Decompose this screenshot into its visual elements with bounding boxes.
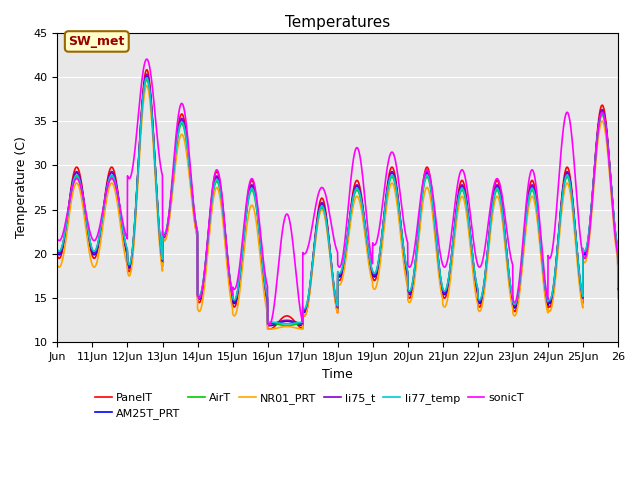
sonicT <box>266 322 273 328</box>
AirT <box>293 321 301 327</box>
NR01_PRT <box>118 229 125 235</box>
PanelT <box>143 67 150 72</box>
AirT <box>283 323 291 328</box>
li75_t <box>543 296 551 302</box>
li77_temp <box>543 295 551 300</box>
NR01_PRT <box>614 296 622 302</box>
PanelT <box>269 325 276 331</box>
NR01_PRT <box>143 83 150 88</box>
X-axis label: Time: Time <box>323 368 353 381</box>
li77_temp <box>143 75 150 81</box>
sonicT <box>269 312 276 318</box>
li77_temp <box>293 320 301 325</box>
AM25T_PRT <box>269 323 276 328</box>
NR01_PRT <box>604 146 611 152</box>
AirT <box>118 217 125 223</box>
sonicT <box>118 212 125 217</box>
NR01_PRT <box>54 262 61 268</box>
Line: AirT: AirT <box>58 80 618 325</box>
AM25T_PRT <box>604 136 611 142</box>
AirT <box>543 296 551 301</box>
AM25T_PRT <box>293 321 301 327</box>
li77_temp <box>604 137 611 143</box>
AirT <box>143 77 150 83</box>
NR01_PRT <box>293 325 301 331</box>
PanelT <box>266 326 273 332</box>
AM25T_PRT <box>543 298 551 304</box>
AirT <box>269 320 276 326</box>
AirT <box>614 286 622 291</box>
NR01_PRT <box>269 326 276 332</box>
sonicT <box>604 138 611 144</box>
PanelT <box>543 301 551 307</box>
AM25T_PRT <box>118 217 125 223</box>
li75_t <box>118 216 125 221</box>
Line: AM25T_PRT: AM25T_PRT <box>58 75 618 325</box>
Title: Temperatures: Temperatures <box>285 15 390 30</box>
sonicT <box>614 261 622 266</box>
Line: PanelT: PanelT <box>58 70 618 329</box>
Line: li75_t: li75_t <box>58 74 618 324</box>
Line: sonicT: sonicT <box>58 59 618 325</box>
PanelT <box>604 132 611 138</box>
PanelT <box>118 217 125 223</box>
li75_t <box>293 320 301 325</box>
li77_temp <box>269 319 276 325</box>
AM25T_PRT <box>54 250 61 256</box>
AirT <box>604 139 611 144</box>
sonicT <box>543 292 551 298</box>
AM25T_PRT <box>151 156 159 162</box>
li75_t <box>604 135 611 141</box>
li75_t <box>54 248 61 254</box>
AirT <box>151 158 159 164</box>
li75_t <box>151 155 159 161</box>
NR01_PRT <box>151 166 159 171</box>
PanelT <box>151 155 159 161</box>
sonicT <box>143 56 150 62</box>
Line: NR01_PRT: NR01_PRT <box>58 85 618 329</box>
AM25T_PRT <box>143 72 150 78</box>
li75_t <box>266 321 273 327</box>
AM25T_PRT <box>614 288 622 294</box>
li75_t <box>143 72 150 77</box>
li75_t <box>614 286 622 292</box>
li75_t <box>269 321 276 326</box>
sonicT <box>54 236 61 242</box>
Legend: PanelT, AM25T_PRT, AirT, NR01_PRT, li75_t, li77_temp, sonicT: PanelT, AM25T_PRT, AirT, NR01_PRT, li75_… <box>90 388 529 424</box>
li77_temp <box>614 285 622 290</box>
Y-axis label: Temperature (C): Temperature (C) <box>15 137 28 239</box>
sonicT <box>151 108 159 114</box>
li77_temp <box>283 321 291 327</box>
NR01_PRT <box>543 306 551 312</box>
NR01_PRT <box>266 326 273 332</box>
AirT <box>54 247 61 253</box>
li77_temp <box>54 247 61 252</box>
PanelT <box>54 253 61 259</box>
li77_temp <box>118 216 125 222</box>
PanelT <box>293 321 301 327</box>
li77_temp <box>151 156 159 162</box>
AM25T_PRT <box>266 323 273 328</box>
Line: li77_temp: li77_temp <box>58 78 618 324</box>
sonicT <box>293 280 301 286</box>
PanelT <box>614 291 622 297</box>
Text: SW_met: SW_met <box>68 35 125 48</box>
